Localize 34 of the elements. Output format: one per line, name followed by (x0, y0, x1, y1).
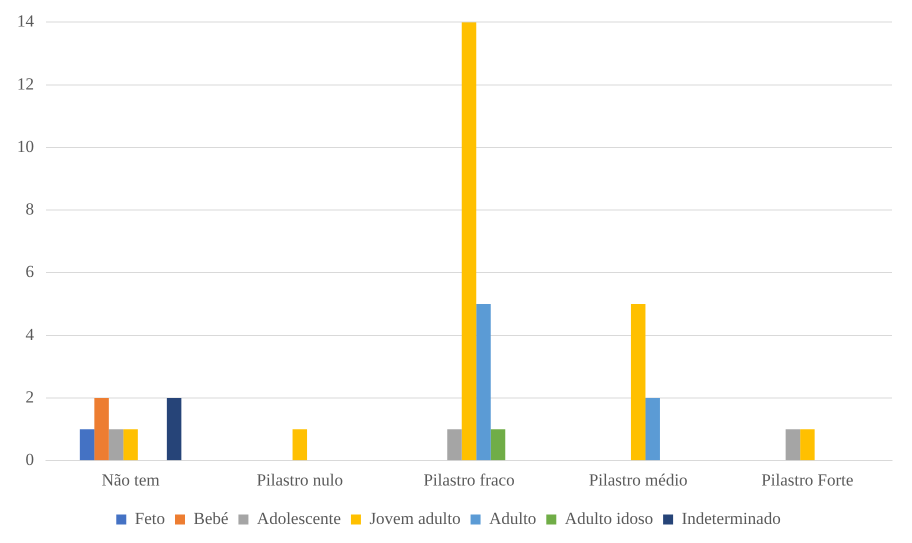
legend-label: Adolescente (256, 508, 341, 528)
y-tick-label: 14 (17, 12, 34, 31)
bar (462, 22, 476, 460)
y-tick-label: 8 (26, 200, 34, 219)
y-tick-label: 2 (26, 387, 34, 406)
bar (476, 304, 491, 460)
bar (490, 429, 506, 460)
legend-label: Indeterminado (682, 508, 781, 528)
bar (123, 429, 138, 460)
x-tick-label: Pilastro nulo (256, 470, 344, 490)
bar (786, 429, 800, 460)
bar (447, 429, 462, 460)
bar (166, 398, 182, 460)
bar (94, 398, 109, 460)
legend-label: Feto (134, 508, 166, 528)
y-tick-label: 10 (17, 136, 34, 156)
bar (800, 429, 815, 460)
legend-label: Adulto (489, 508, 536, 528)
y-tick-label: 4 (26, 324, 34, 344)
legend-label: Adulto idoso (564, 508, 654, 528)
x-tick-label: Pilastro Forte (761, 470, 854, 490)
x-tick-label: Não tem (102, 470, 160, 490)
y-tick-label: 0 (26, 450, 34, 470)
bar (80, 429, 94, 460)
bar (645, 398, 660, 460)
x-tick-label: Pilastro médio (588, 470, 688, 490)
bar (108, 429, 124, 460)
legend-label: Bebé (193, 508, 228, 528)
bar (630, 304, 646, 460)
legend-label: Jovem adulto (369, 508, 461, 528)
bar (292, 429, 308, 460)
x-tick-label: Pilastro fraco (423, 470, 515, 490)
y-tick-label: 6 (26, 262, 34, 282)
y-tick-label: 12 (17, 74, 34, 94)
